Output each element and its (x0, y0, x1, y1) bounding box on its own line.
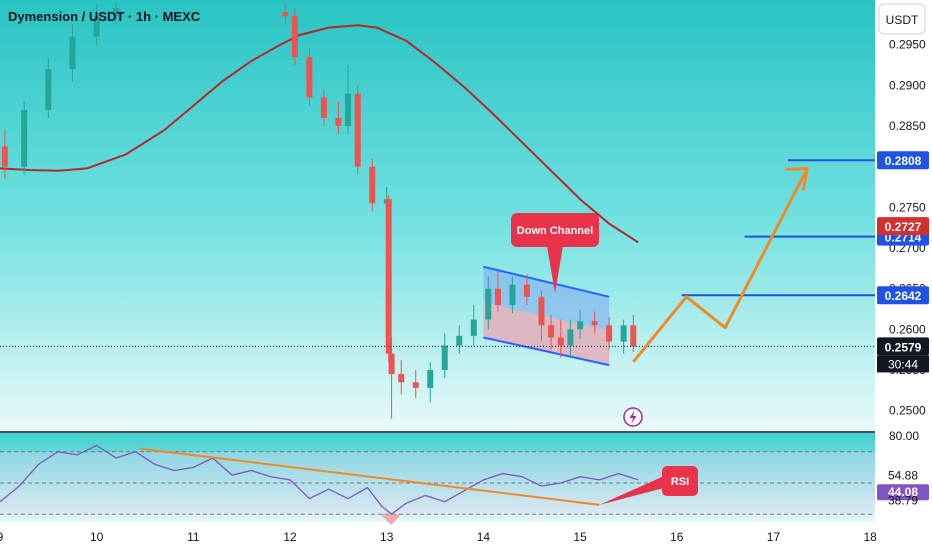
down-channel-callout (511, 213, 599, 247)
chart-title: Dymension / USDT · 1h · MEXC (8, 9, 201, 24)
price-label-tag (877, 337, 929, 356)
candle-body (548, 325, 555, 338)
price-tick-label: 0.2900 (889, 78, 926, 92)
time-tick-label: 14 (477, 530, 491, 544)
candle-body (630, 325, 637, 347)
time-axis-background (0, 522, 932, 550)
candle-body (470, 319, 477, 336)
price-tick-label: 0.2500 (889, 404, 926, 418)
countdown-tag (877, 355, 929, 373)
down-channel-lower-fill (483, 302, 610, 366)
candle-body (577, 321, 584, 330)
candle-body (485, 288, 492, 320)
price-tick-label: 0.2600 (889, 322, 926, 336)
candle-body (354, 93, 361, 167)
down-channel-lower-line (483, 336, 610, 367)
price-level-tag (877, 286, 929, 305)
time-tick-label: 13 (380, 530, 394, 544)
candle-body (494, 288, 501, 305)
candle-body (412, 382, 419, 388)
time-tick-label: 10 (90, 530, 104, 544)
lightning-icon-bolt (629, 410, 637, 424)
candle-body (21, 109, 28, 167)
rsi-value-tag (877, 484, 929, 501)
currency-button[interactable] (878, 3, 926, 35)
time-tick-label: 17 (767, 530, 781, 544)
candle-body (557, 337, 564, 346)
candle-body (345, 93, 352, 127)
price-label-tag (877, 217, 929, 236)
time-tick-label: 18 (863, 530, 877, 544)
price-axis-background (875, 0, 932, 550)
time-tick-label: 16 (670, 530, 684, 544)
rsi-oversold-fill (379, 514, 402, 526)
price-level-tag-label: 0.2808 (885, 154, 922, 168)
candle-body (567, 329, 574, 346)
moving-average-line (0, 24, 639, 244)
candle-body (369, 166, 376, 204)
price-label-text: 0.2579 (885, 340, 922, 354)
down-channel-callout-label: Down Channel (517, 225, 593, 237)
rsi-line (0, 444, 639, 516)
candle-body (388, 353, 395, 375)
down-channel-callout-pointer (547, 246, 563, 293)
price-tick-label: 0.2950 (889, 38, 926, 52)
candle-body (306, 56, 313, 98)
candle-body (398, 374, 405, 383)
time-tick-label: 9 (0, 530, 4, 544)
candle-body (113, 8, 120, 17)
time-tick-label: 11 (187, 530, 200, 544)
candle-body (509, 284, 516, 305)
candle-body (523, 284, 530, 297)
price-tick-label: 0.2750 (889, 200, 926, 214)
time-tick-label: 12 (283, 530, 297, 544)
rsi-value-label: 38.79 (888, 493, 918, 507)
candle-body (606, 325, 613, 342)
price-pane-background (0, 0, 875, 431)
candle-body (282, 12, 289, 17)
candle-body (591, 321, 598, 326)
candle-body (93, 16, 100, 37)
candle-body (1, 146, 8, 167)
projection-arrowhead (785, 166, 809, 191)
candle-body (538, 296, 545, 326)
rsi-value-label: 54.88 (888, 468, 918, 482)
candle-body (385, 199, 392, 354)
down-channel-upper-line (483, 265, 610, 298)
candle-body (427, 370, 434, 388)
projection-path (632, 167, 809, 363)
currency-button-label[interactable]: USDT (886, 13, 919, 27)
rsi-tick-label: 80.00 (889, 429, 919, 443)
candle-body (620, 325, 627, 342)
rsi-trendline (140, 447, 600, 506)
candle-body (291, 16, 298, 57)
rsi-value-label: 44.08 (888, 485, 918, 499)
candle-body (320, 97, 327, 118)
lightning-icon (623, 407, 643, 427)
candle-body (441, 345, 448, 371)
price-level-tag-label: 0.2642 (885, 289, 922, 303)
candle-body (69, 36, 76, 70)
rsi-callout-pointer (599, 476, 664, 505)
candle-body (335, 117, 342, 127)
time-tick-label: 15 (573, 530, 587, 544)
price-label-text: 0.2727 (885, 220, 922, 234)
countdown-label: 30:44 (888, 357, 918, 371)
rsi-callout (662, 466, 698, 496)
price-tick-label: 0.2850 (889, 119, 926, 133)
candle-body (45, 69, 52, 110)
candle-body (456, 335, 463, 346)
rsi-callout-label: RSI (671, 476, 689, 488)
price-level-tag (877, 151, 929, 170)
rsi-pane-background (0, 433, 875, 522)
